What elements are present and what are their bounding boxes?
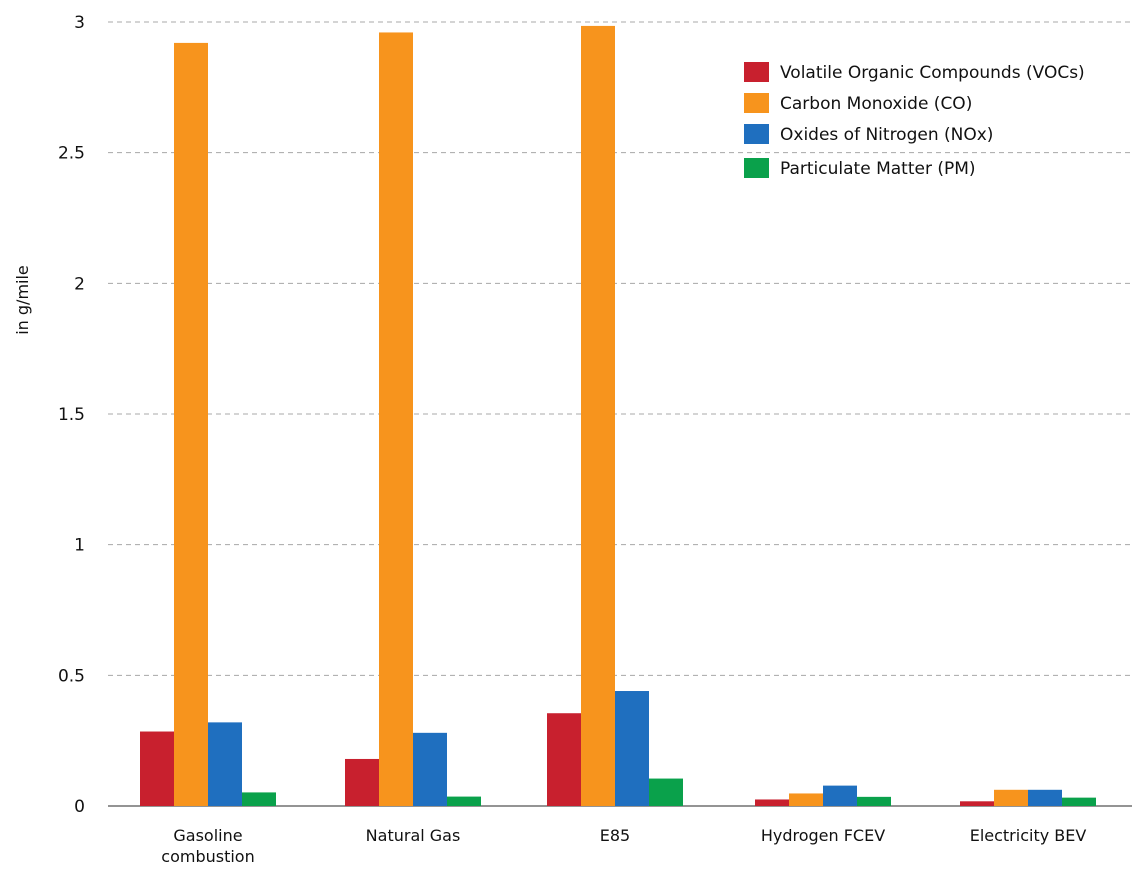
y-tick-label: 0.5 — [58, 666, 85, 686]
x-axis-categories: Gasoline combustion Natural Gas E85 Hydrogen… — [161, 826, 1086, 866]
x-category-label: Hydrogen FCEV — [761, 826, 885, 845]
legend: Volatile Organic Compounds (VOCs) Carbon … — [744, 62, 1085, 179]
bar — [1062, 797, 1096, 806]
bar — [345, 758, 379, 806]
legend-label: Oxides of Nitrogen (NOx) — [780, 125, 993, 145]
bars — [140, 25, 1096, 807]
bar — [994, 789, 1028, 806]
y-tick-label: 0 — [74, 797, 85, 817]
x-category-label: combustion — [161, 847, 254, 866]
bar — [789, 793, 823, 806]
bar — [547, 713, 581, 806]
legend-swatch — [744, 93, 769, 113]
x-category-label: Gasoline — [173, 826, 242, 845]
bar — [1028, 789, 1062, 806]
legend-swatch — [744, 62, 769, 82]
y-tick-label: 2 — [74, 274, 85, 294]
x-category-label: Electricity BEV — [970, 826, 1087, 845]
x-category-label: Natural Gas — [366, 826, 461, 845]
y-tick-label: 1.5 — [58, 405, 85, 425]
y-tick-label: 2.5 — [58, 144, 85, 164]
x-category-label: E85 — [600, 826, 630, 845]
bar — [242, 792, 276, 806]
bar — [823, 785, 857, 806]
legend-swatch — [744, 158, 769, 178]
bar — [379, 32, 413, 807]
y-tick-label: 1 — [74, 536, 85, 556]
y-axis-ticks: 0 0.5 1 1.5 2 2.5 3 — [58, 13, 85, 817]
legend-swatch — [744, 124, 769, 144]
bar — [649, 778, 683, 806]
bar — [413, 732, 447, 806]
legend-label: Carbon Monoxide (CO) — [780, 94, 972, 114]
bar — [755, 799, 789, 806]
bar — [857, 796, 891, 806]
bar — [960, 801, 994, 806]
bar — [581, 25, 615, 807]
y-tick-label: 3 — [74, 13, 85, 33]
legend-label: Particulate Matter (PM) — [780, 159, 976, 179]
bar — [447, 796, 481, 806]
bar — [140, 731, 174, 806]
legend-label: Volatile Organic Compounds (VOCs) — [780, 63, 1085, 83]
bar — [174, 42, 208, 806]
bar — [208, 722, 242, 806]
bar — [615, 691, 649, 806]
y-axis-title: in g/mile — [13, 265, 32, 335]
